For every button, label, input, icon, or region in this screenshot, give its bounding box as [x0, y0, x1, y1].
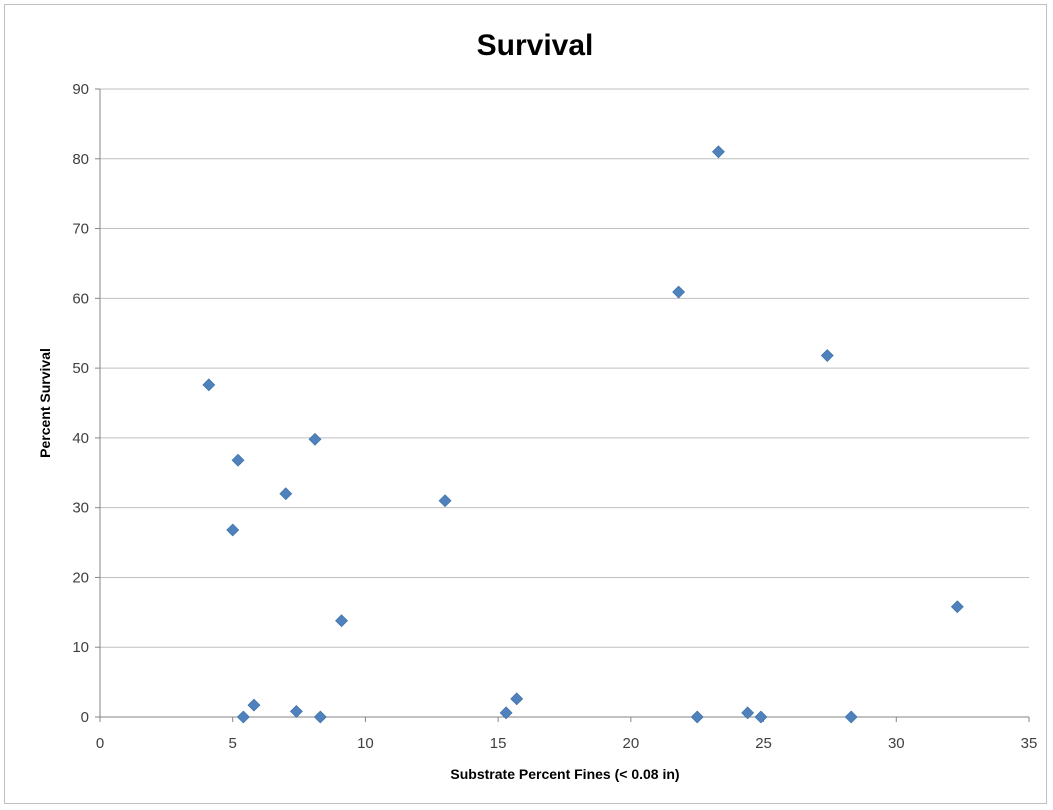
x-tick-label: 25 — [755, 735, 772, 752]
y-tick-label: 60 — [72, 290, 89, 307]
data-point — [741, 706, 755, 720]
y-tick-label: 70 — [72, 221, 89, 238]
chart-frame — [4, 4, 1047, 804]
x-axis-title: Substrate Percent Fines (< 0.08 in) — [450, 766, 679, 782]
data-point — [202, 378, 216, 392]
data-point — [247, 698, 261, 712]
data-point — [690, 710, 704, 724]
data-point — [754, 710, 768, 724]
data-point — [499, 706, 513, 720]
x-tick-label: 10 — [357, 735, 374, 752]
gridlines — [100, 88, 1029, 648]
x-tick-label: 30 — [888, 735, 905, 752]
data-point — [672, 285, 686, 299]
x-tick-label: 5 — [229, 735, 237, 752]
data-point — [820, 349, 834, 362]
y-tick-label: 0 — [81, 709, 89, 726]
chart-title: Survival — [477, 29, 594, 62]
x-axis-tick-labels: 0 5 10 15 20 25 30 35 — [96, 735, 1038, 752]
y-tick-label: 90 — [72, 81, 89, 98]
data-point — [844, 710, 858, 724]
data-point — [712, 145, 725, 159]
y-tick-label: 50 — [72, 360, 89, 377]
x-tick-label: 20 — [623, 735, 640, 752]
data-point — [313, 710, 327, 724]
data-point — [335, 614, 348, 628]
x-tick-label: 15 — [490, 735, 507, 752]
data-point — [279, 487, 293, 501]
x-tick-label: 35 — [1021, 735, 1038, 752]
y-tick-label: 40 — [72, 430, 89, 447]
data-point — [950, 600, 964, 614]
data-point — [226, 523, 240, 537]
data-point — [510, 692, 524, 706]
data-point — [231, 453, 245, 467]
x-tick-label: 0 — [96, 735, 104, 752]
y-axis-tick-labels: 0 10 20 30 40 50 60 70 80 90 — [72, 81, 89, 726]
y-tick-label: 30 — [72, 500, 89, 517]
data-point — [236, 710, 250, 724]
axes — [95, 88, 1030, 722]
data-point — [438, 494, 452, 508]
y-tick-label: 10 — [72, 639, 89, 656]
data-point — [308, 432, 322, 446]
data-points — [202, 145, 964, 724]
y-axis-title: Percent Survival — [37, 348, 53, 458]
y-tick-label: 20 — [72, 569, 89, 586]
data-point — [289, 704, 303, 718]
y-tick-label: 80 — [72, 151, 89, 168]
